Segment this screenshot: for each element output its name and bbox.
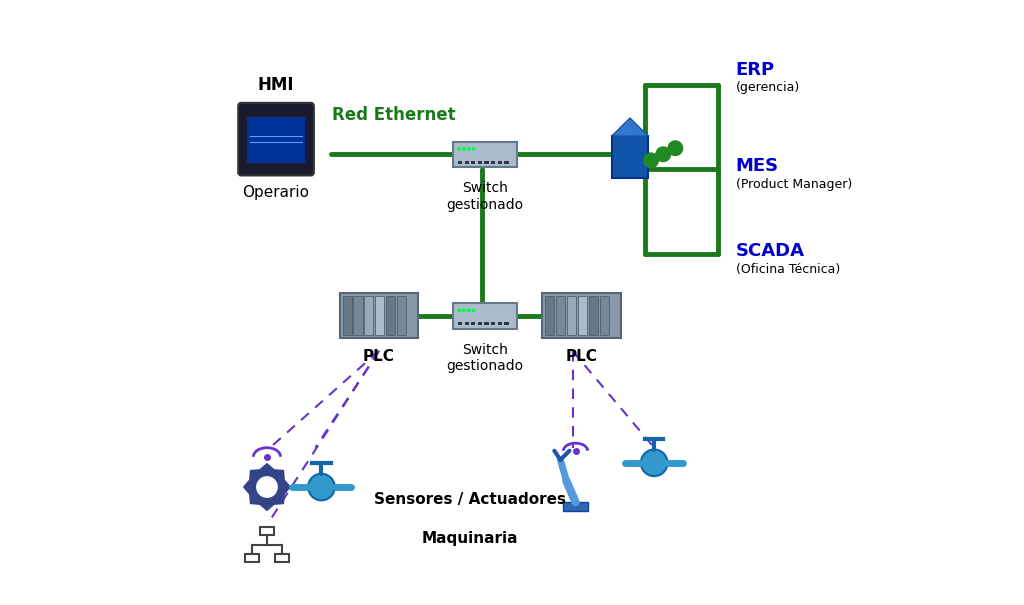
Text: SCADA: SCADA bbox=[736, 242, 805, 260]
Bar bbox=[397, 296, 407, 335]
Bar bbox=[600, 296, 609, 335]
Circle shape bbox=[463, 309, 465, 312]
Circle shape bbox=[458, 309, 460, 312]
Bar bbox=[471, 322, 475, 325]
Circle shape bbox=[644, 153, 658, 168]
Text: Switch
gestionado: Switch gestionado bbox=[446, 343, 523, 373]
Text: PLC: PLC bbox=[565, 349, 598, 364]
Bar bbox=[484, 322, 488, 325]
Circle shape bbox=[472, 148, 475, 150]
Bar bbox=[375, 296, 384, 335]
Circle shape bbox=[668, 141, 683, 155]
Bar bbox=[611, 136, 648, 178]
Bar bbox=[343, 296, 351, 335]
Bar bbox=[589, 296, 598, 335]
Text: (Product Manager): (Product Manager) bbox=[736, 178, 852, 191]
Bar bbox=[260, 527, 273, 535]
FancyBboxPatch shape bbox=[453, 303, 516, 329]
Bar bbox=[578, 296, 587, 335]
Bar bbox=[353, 296, 362, 335]
Bar bbox=[245, 554, 258, 562]
Bar bbox=[275, 554, 289, 562]
Bar bbox=[465, 161, 469, 164]
Circle shape bbox=[641, 450, 668, 476]
Circle shape bbox=[256, 476, 278, 498]
Text: (gerencia): (gerencia) bbox=[736, 81, 800, 94]
FancyBboxPatch shape bbox=[543, 293, 621, 339]
Circle shape bbox=[308, 474, 335, 500]
Bar bbox=[484, 161, 488, 164]
Bar bbox=[498, 161, 502, 164]
Text: Maquinaria: Maquinaria bbox=[422, 531, 518, 546]
Text: ERP: ERP bbox=[736, 60, 775, 79]
Polygon shape bbox=[611, 118, 648, 136]
Text: PLC: PLC bbox=[362, 349, 395, 364]
Bar bbox=[505, 161, 509, 164]
Bar bbox=[386, 296, 395, 335]
Text: Switch
gestionado: Switch gestionado bbox=[446, 182, 523, 212]
Circle shape bbox=[656, 147, 671, 162]
Bar bbox=[478, 161, 482, 164]
Bar bbox=[458, 322, 462, 325]
Bar bbox=[458, 161, 462, 164]
Text: HMI: HMI bbox=[258, 76, 294, 94]
Bar bbox=[492, 161, 496, 164]
Circle shape bbox=[468, 148, 470, 150]
Bar bbox=[563, 502, 588, 511]
FancyBboxPatch shape bbox=[340, 293, 418, 339]
Bar bbox=[567, 296, 577, 335]
Bar bbox=[505, 322, 509, 325]
Bar bbox=[471, 161, 475, 164]
FancyBboxPatch shape bbox=[453, 142, 516, 167]
Polygon shape bbox=[243, 463, 291, 511]
FancyBboxPatch shape bbox=[239, 103, 314, 175]
Bar bbox=[365, 296, 374, 335]
Text: MES: MES bbox=[736, 157, 779, 175]
Bar bbox=[492, 322, 496, 325]
Circle shape bbox=[463, 148, 465, 150]
Circle shape bbox=[458, 148, 460, 150]
Bar bbox=[545, 296, 554, 335]
Text: (Oficina Técnica): (Oficina Técnica) bbox=[736, 263, 840, 276]
Circle shape bbox=[468, 309, 470, 312]
Text: Red Ethernet: Red Ethernet bbox=[332, 106, 456, 124]
Bar bbox=[498, 322, 502, 325]
Text: Sensores / Actuadores: Sensores / Actuadores bbox=[374, 492, 565, 506]
Bar bbox=[556, 296, 565, 335]
Circle shape bbox=[472, 309, 475, 312]
Bar bbox=[478, 322, 482, 325]
Text: Operario: Operario bbox=[243, 185, 309, 200]
Bar bbox=[465, 322, 469, 325]
FancyBboxPatch shape bbox=[248, 117, 305, 163]
